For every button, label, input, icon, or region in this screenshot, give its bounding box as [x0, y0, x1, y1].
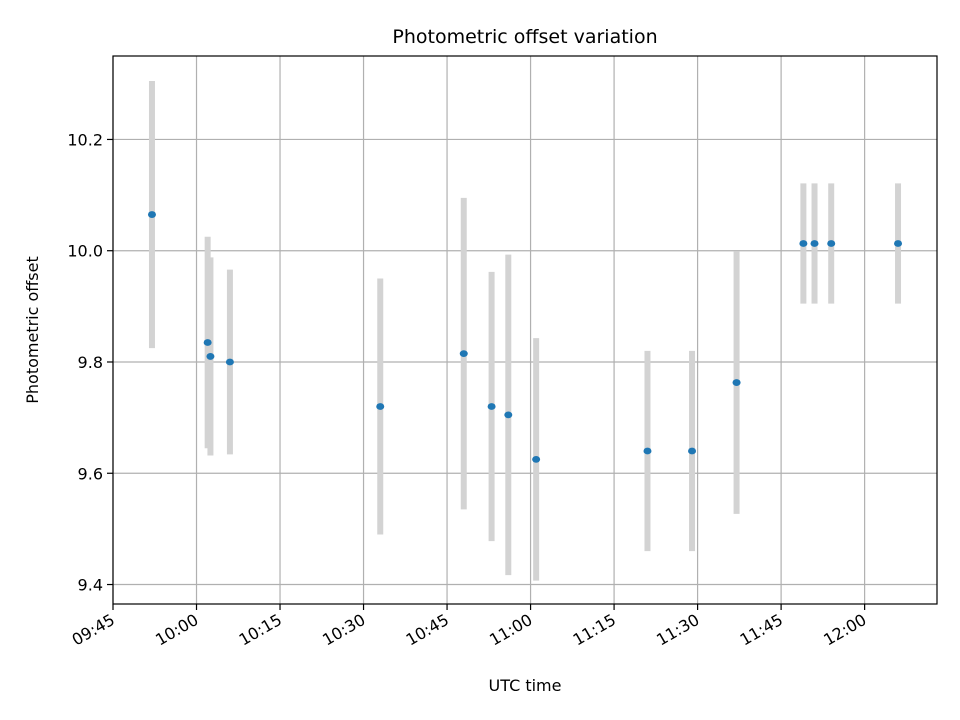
data-point — [894, 240, 903, 247]
data-point — [827, 240, 836, 247]
data-point — [799, 240, 808, 247]
x-axis-title: UTC time — [489, 676, 562, 695]
data-point — [203, 339, 212, 346]
data-point — [532, 455, 541, 463]
y-axis-title: Photometric offset — [23, 256, 42, 404]
data-point — [376, 403, 385, 410]
data-point — [643, 447, 652, 455]
y-tick-label: 9.8 — [78, 353, 103, 372]
data-point — [810, 240, 819, 247]
axes-frame — [112, 55, 938, 605]
y-tick-label: 10.0 — [67, 242, 103, 261]
data-point — [206, 353, 215, 360]
data-point — [732, 379, 741, 386]
data-point — [225, 358, 234, 366]
data-point — [487, 403, 496, 410]
chart-title: Photometric offset variation — [392, 26, 657, 48]
y-tick-label: 9.6 — [78, 464, 103, 483]
data-point — [688, 447, 697, 455]
y-tick-label: 10.2 — [67, 130, 103, 149]
data-point — [459, 350, 468, 358]
data-point — [504, 411, 513, 419]
y-tick-label: 9.4 — [78, 576, 103, 595]
data-point — [147, 211, 156, 218]
